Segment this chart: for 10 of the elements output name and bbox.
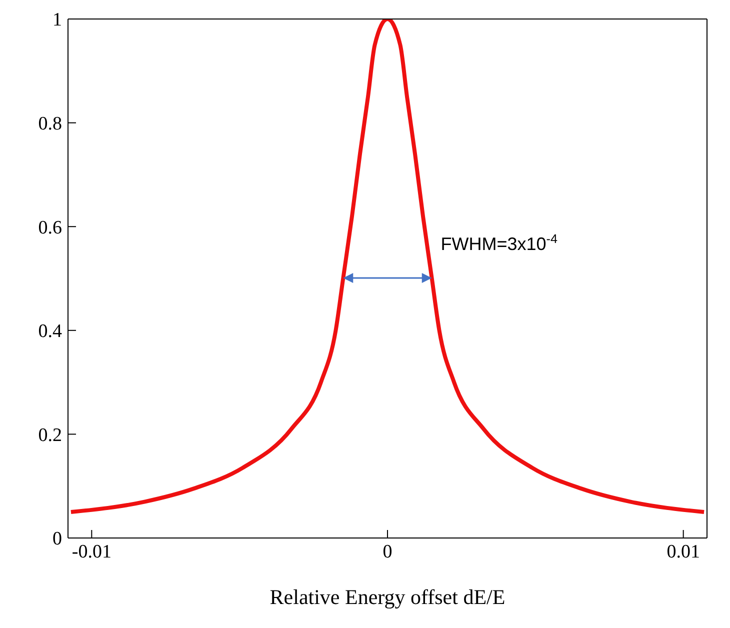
x-tick-label: 0 (382, 541, 392, 562)
y-tick-label: 0.4 (38, 321, 62, 342)
annotation: FWHM=3x10$^{-4}$ (440, 232, 558, 254)
y-tick-label: 0.8 (38, 114, 62, 135)
y-tick-label: 1 (52, 10, 62, 31)
y-tick-label: 0.2 (38, 424, 62, 446)
x-tick-label: -0.01 (72, 541, 112, 562)
x-tick-label: 0.01 (666, 541, 700, 562)
y-tick-label: 0.6 (38, 217, 62, 238)
x-axis-title: Relative Energy offset dE/E (270, 585, 506, 609)
